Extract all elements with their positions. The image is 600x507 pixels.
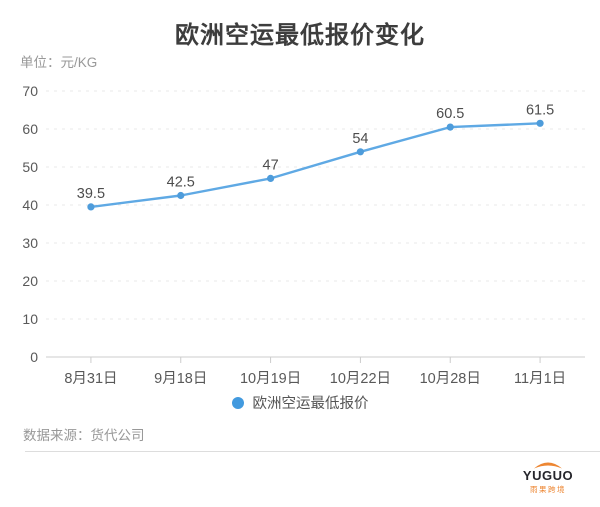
footer-divider — [25, 451, 600, 452]
svg-text:50: 50 — [22, 159, 38, 175]
line-chart: 0 10 20 30 40 50 60 70 8月31日 9月18日 10月19日 10月22日 10月… — [22, 83, 585, 387]
svg-text:70: 70 — [22, 83, 38, 99]
svg-text:20: 20 — [22, 273, 38, 289]
svg-text:39.5: 39.5 — [77, 186, 105, 202]
svg-text:10: 10 — [22, 311, 38, 327]
svg-text:42.5: 42.5 — [167, 175, 195, 191]
page-title: 欧洲空运最低报价变化 — [175, 22, 425, 49]
svg-text:54: 54 — [352, 131, 368, 147]
svg-text:10月22日: 10月22日 — [330, 371, 391, 387]
svg-text:10月28日: 10月28日 — [420, 371, 481, 387]
svg-text:10月19日: 10月19日 — [240, 371, 301, 387]
svg-text:47: 47 — [263, 157, 279, 173]
svg-text:11月1日: 11月1日 — [514, 371, 566, 387]
logo-arc-icon — [534, 462, 562, 469]
legend-dot-icon — [231, 396, 244, 409]
yuguo-logo: YUGUO 雨果跨境 — [519, 459, 577, 495]
data-source-label: 数据来源：货代公司 — [23, 428, 145, 443]
svg-text:9月18日: 9月18日 — [154, 371, 207, 387]
chart-legend: 欧洲空运最低报价 — [0, 392, 600, 413]
svg-text:30: 30 — [22, 235, 38, 251]
svg-text:0: 0 — [30, 349, 38, 365]
unit-label: 单位：元/KG — [20, 55, 98, 70]
svg-text:60: 60 — [22, 121, 38, 137]
logo-subtext: 雨果跨境 — [530, 485, 566, 494]
legend-label: 欧洲空运最低报价 — [252, 396, 369, 412]
logo-text: YUGUO — [522, 468, 574, 483]
svg-text:61.5: 61.5 — [526, 102, 554, 118]
svg-text:40: 40 — [22, 197, 38, 213]
svg-text:8月31日: 8月31日 — [64, 371, 117, 387]
svg-text:60.5: 60.5 — [436, 106, 464, 122]
